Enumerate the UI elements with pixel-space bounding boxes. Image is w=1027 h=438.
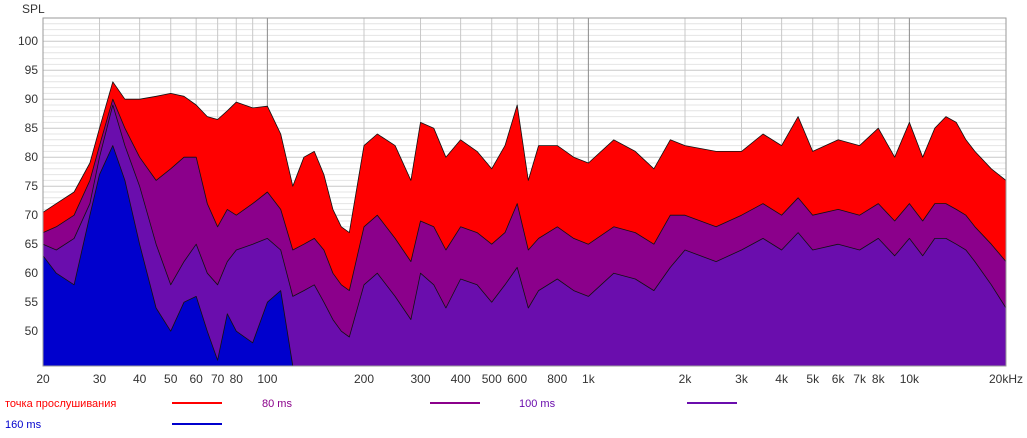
x-tick-label: 20: [36, 372, 50, 386]
x-tick-label: 80: [230, 372, 244, 386]
x-tick-label: 500: [482, 372, 502, 386]
y-tick-label: 80: [25, 150, 39, 164]
y-tick-label: 60: [25, 266, 39, 280]
y-tick-label: 90: [25, 92, 39, 106]
x-tick-label: 60: [189, 372, 203, 386]
x-tick-label: 7k: [853, 372, 867, 386]
x-tick-label: 8k: [872, 372, 886, 386]
x-tick-label: 4k: [775, 372, 789, 386]
x-tick-label: 200: [354, 372, 374, 386]
x-tick-label: 10k: [900, 372, 920, 386]
x-tick-label: 400: [451, 372, 471, 386]
x-tick-label: 5k: [806, 372, 820, 386]
x-tick-label: 30: [93, 372, 107, 386]
x-tick-label: 1k: [582, 372, 596, 386]
legend-label-0: точка прослушивания: [5, 398, 116, 410]
legend-label-1: 80 ms: [262, 398, 292, 410]
y-tick-label: 100: [18, 34, 38, 48]
x-tick-label: 20kHz: [989, 372, 1023, 386]
x-tick-label: 3k: [735, 372, 749, 386]
legend-label-2: 100 ms: [519, 398, 556, 410]
y-tick-label: 55: [25, 295, 39, 309]
y-tick-label: 95: [25, 63, 39, 77]
x-tick-label: 800: [547, 372, 567, 386]
legend-label-3: 160 ms: [5, 419, 42, 431]
y-tick-label: 75: [25, 179, 39, 193]
y-tick-label: 65: [25, 237, 39, 251]
y-tick-label: 50: [25, 324, 39, 338]
x-tick-label: 50: [164, 372, 178, 386]
x-tick-labels: 20 30 40 50 60 70 80 100 200 300 400 500 600 800 1k 2k 3…: [36, 372, 1023, 386]
x-tick-label: 6k: [832, 372, 846, 386]
series-area-2: [42, 104, 1007, 367]
y-tick-label: 70: [25, 208, 39, 222]
plot-frame: [42, 17, 1007, 367]
y-axis-label: SPL: [22, 2, 45, 16]
y-tick-labels: 50 55 60 65 70 75 80 85 90 95 100: [18, 34, 38, 338]
x-tick-label: 300: [411, 372, 431, 386]
x-tick-label: 70: [211, 372, 225, 386]
x-tick-label: 40: [133, 372, 147, 386]
x-tick-label: 100: [257, 372, 277, 386]
x-tick-label: 2k: [679, 372, 693, 386]
y-tick-label: 85: [25, 121, 39, 135]
legend: точка прослушивания 80 ms 100 ms 160 ms: [5, 398, 737, 431]
x-tick-label: 600: [507, 372, 527, 386]
area-series: [42, 81, 1007, 367]
